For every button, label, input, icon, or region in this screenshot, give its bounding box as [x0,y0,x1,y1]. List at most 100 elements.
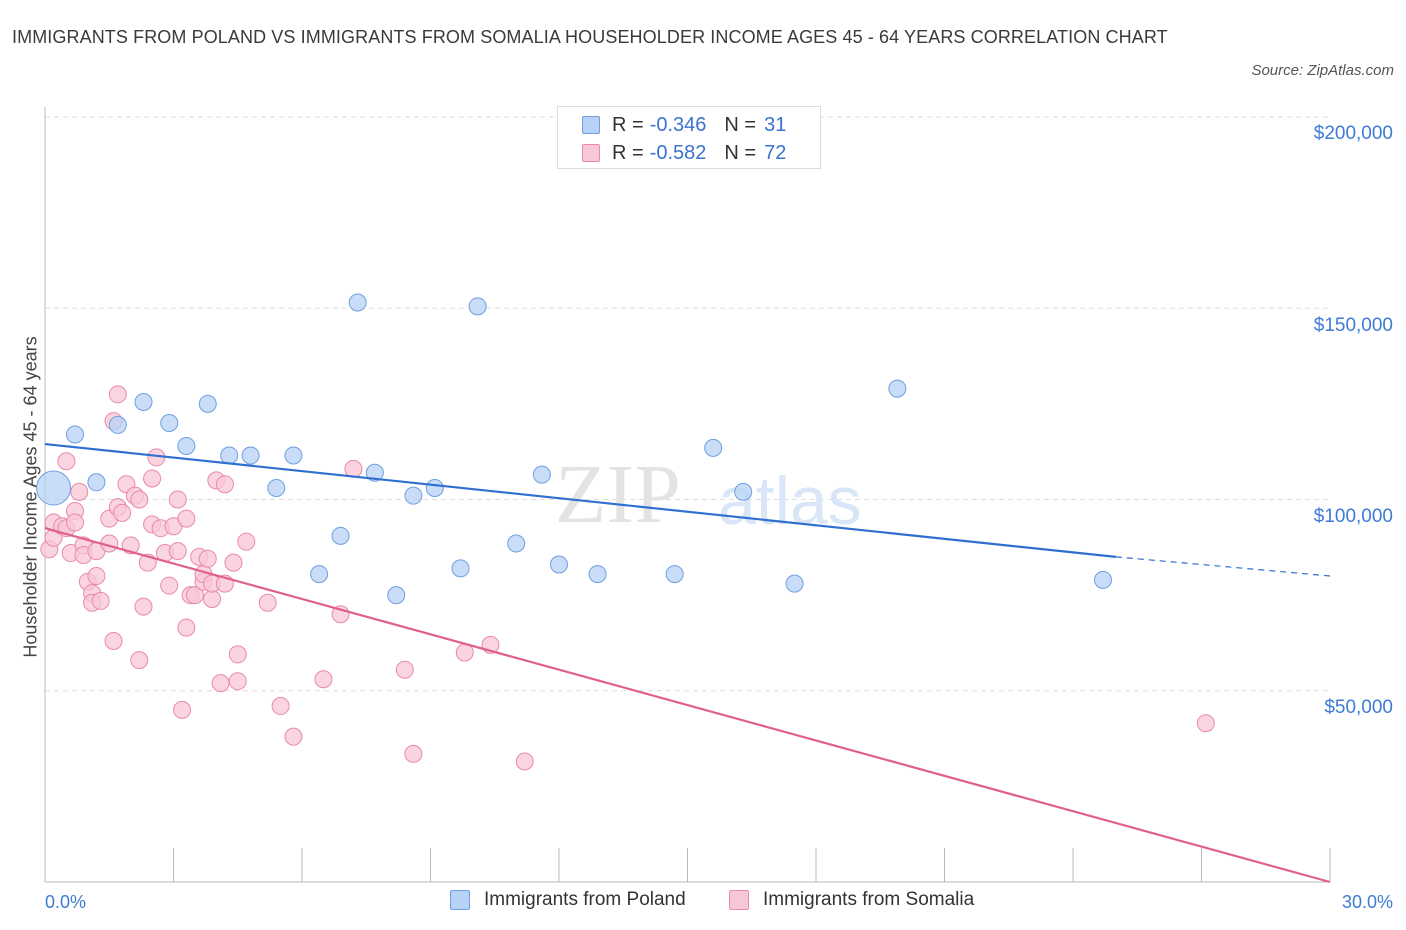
poland-point [220,446,239,465]
somalia-point [228,672,247,691]
somalia-point [134,597,153,616]
poland-point [36,470,72,506]
somalia-trendline [44,527,1331,884]
r-label: R = [612,113,644,136]
n-value: 72 [764,141,787,164]
x-tick-label: 0.0% [45,892,87,912]
somalia-point [515,752,534,771]
poland-point [588,565,607,584]
somalia-point [104,632,123,651]
somalia-point [237,532,256,551]
somalia-point [168,490,187,509]
somalia-point [168,542,187,561]
watermark-zip: ZIP [555,448,681,541]
somalia-point [228,645,247,664]
poland-point [310,565,329,584]
somalia-point [143,469,162,488]
poland-point [404,486,423,505]
stats-row-poland: R = -0.346 N = 31 [582,111,786,139]
n-value: 31 [764,113,787,136]
somalia-point [271,697,290,716]
poland-point [734,482,753,501]
poland-point [65,425,84,444]
n-label: N = [724,141,757,164]
poland-point [507,534,526,553]
somalia-point [113,503,132,522]
poland-point [1093,570,1112,589]
somalia-point [215,475,234,494]
poland-point [177,436,196,455]
poland-point [888,379,907,398]
poland-point [198,394,217,413]
y-tick-label: $50,000 [1324,697,1393,718]
legend-item-poland[interactable]: Immigrants from Poland [450,889,686,911]
somalia-point [91,591,110,610]
x-tick-label: 30.0% [1341,892,1393,912]
somalia-point [57,452,76,471]
poland-point [160,414,179,432]
r-label: R = [612,141,644,164]
legend-label: Immigrants from Poland [484,889,686,910]
legend-item-somalia[interactable]: Immigrants from Somalia [729,889,974,911]
poland-point [665,565,684,584]
poland-point [365,463,384,482]
somalia-point [455,643,474,662]
somalia-point [404,744,423,763]
somalia-point [224,553,243,572]
somalia-point [185,586,204,605]
poland-trendline [44,442,1116,558]
somalia-point [211,674,230,693]
poland-point [468,297,487,316]
somalia-point [173,700,192,719]
poland-point [451,559,470,578]
somalia-point [177,618,196,637]
chart-title: IMMIGRANTS FROM POLAND VS IMMIGRANTS FRO… [12,27,1168,47]
poland-point [267,479,286,498]
stats-box: R = -0.346 N = 31 R = -0.582 N = 72 [557,106,821,169]
poland-point [284,446,303,465]
somalia-point [1196,714,1215,733]
poland-point [241,446,260,465]
somalia-point [395,660,414,679]
somalia-point [108,385,127,404]
somalia-point [258,593,277,612]
y-tick-label: $150,000 [1313,315,1393,336]
poland-point [704,438,723,457]
poland-point [108,415,127,434]
somalia-point [65,513,84,532]
somalia-legend-swatch [729,890,749,910]
somalia-point [160,576,179,595]
stats-row-somalia: R = -0.582 N = 72 [582,139,786,167]
somalia-point [177,509,196,528]
somalia-point [87,567,106,585]
legend-label: Immigrants from Somalia [763,889,975,910]
poland-point [785,574,804,593]
r-value: -0.346 [649,113,707,136]
poland-trendline-extension [1115,556,1331,577]
y-tick-label: $200,000 [1313,123,1393,144]
somalia-point [70,482,89,501]
poland-point [331,526,350,545]
n-label: N = [724,113,757,136]
poland-point [87,473,106,492]
poland-swatch [582,116,600,134]
y-tick-label: $100,000 [1313,506,1393,527]
somalia-point [130,490,149,509]
somalia-point [284,727,303,746]
somalia-point [203,589,222,608]
poland-point [134,392,153,411]
poland-legend-swatch [450,890,470,910]
somalia-point [314,670,333,689]
poland-point [550,555,568,574]
somalia-point [198,549,217,568]
watermark-atlas: atlas [718,463,862,539]
r-value: -0.582 [649,141,707,164]
poland-point [348,293,367,312]
source-label: Source: ZipAtlas.com [1251,62,1394,79]
somalia-point [130,651,149,670]
somalia-swatch [582,144,600,162]
poland-point [532,465,551,484]
poland-point [387,586,406,605]
poland-point [425,479,444,498]
